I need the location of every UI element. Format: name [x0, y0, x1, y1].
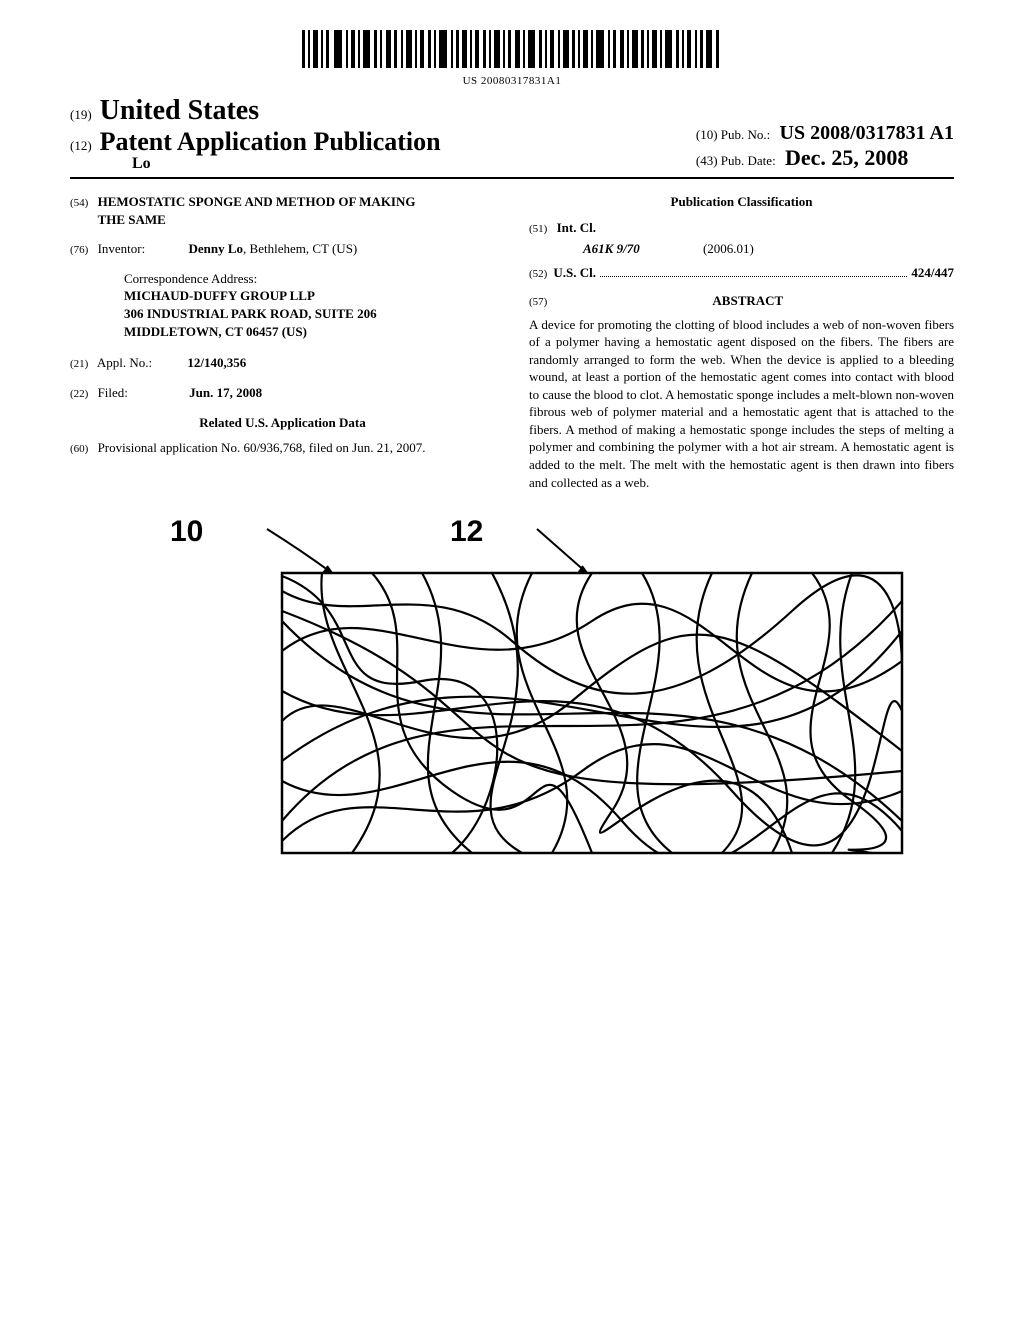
uscl-value: 424/447	[911, 264, 954, 282]
pub-class-header: Publication Classification	[529, 193, 954, 211]
right-column: Publication Classification (51) Int. Cl.…	[529, 193, 954, 491]
inventor-loc: , Bethlehem, CT (US)	[243, 241, 357, 256]
filed-row: (22) Filed: Jun. 17, 2008	[70, 384, 495, 402]
invention-title: HEMOSTATIC SPONGE AND METHOD OF MAKING T…	[98, 193, 438, 228]
inventor-row: (76) Inventor: Denny Lo, Bethlehem, CT (…	[70, 240, 495, 258]
barcode-block: US 20080317831A1	[70, 30, 954, 87]
barcode-icon	[302, 30, 722, 68]
barcode-doc-number: US 20080317831A1	[70, 75, 954, 87]
figure-1: 10 12	[70, 521, 954, 861]
applno-code: (21)	[70, 358, 88, 370]
abstract-text: A device for promoting the clotting of b…	[529, 316, 954, 491]
intcl-value-row: A61K 9/70 (2006.01)	[583, 240, 954, 258]
pubno: US 2008/0317831 A1	[780, 122, 954, 144]
abstract-label: ABSTRACT	[557, 292, 940, 310]
fiber-web-diagram	[172, 521, 912, 861]
author-line: Lo	[132, 155, 441, 173]
applno-row: (21) Appl. No.: 12/140,356	[70, 354, 495, 372]
intcl-label: Int. Cl.	[557, 220, 596, 235]
inventor-name: Denny Lo	[188, 241, 243, 256]
pubno-label: Pub. No.:	[721, 127, 770, 142]
applno: 12/140,356	[187, 355, 246, 370]
biblio-columns: (54) HEMOSTATIC SPONGE AND METHOD OF MAK…	[70, 193, 954, 491]
pubdate-code: (43)	[696, 153, 718, 168]
corr-label: Correspondence Address:	[124, 270, 495, 288]
left-column: (54) HEMOSTATIC SPONGE AND METHOD OF MAK…	[70, 193, 495, 491]
abstract-header-row: (57) ABSTRACT	[529, 292, 954, 310]
prov-text: Provisional application No. 60/936,768, …	[98, 439, 438, 457]
header-right: (10) Pub. No.: US 2008/0317831 A1 (43) P…	[696, 122, 954, 173]
corr-line1: MICHAUD-DUFFY GROUP LLP	[124, 288, 315, 303]
inventor-label: Inventor:	[98, 241, 146, 256]
applno-label: Appl. No.:	[97, 355, 152, 370]
provisional-row: (60) Provisional application No. 60/936,…	[70, 439, 495, 457]
corr-line3: MIDDLETOWN, CT 06457 (US)	[124, 324, 307, 339]
abstract-code: (57)	[529, 296, 547, 308]
uscl-row: (52) U.S. Cl. 424/447	[529, 264, 954, 282]
country-name: United States	[100, 95, 259, 126]
dotted-leader	[600, 275, 907, 277]
intcl-date: (2006.01)	[703, 241, 754, 256]
intcl-class: A61K 9/70	[583, 241, 640, 256]
header-row: (19) United States (12) Patent Applicati…	[70, 95, 954, 179]
inventor-code: (76)	[70, 244, 88, 256]
header-left: (19) United States (12) Patent Applicati…	[70, 95, 441, 173]
pubdate-label: Pub. Date:	[721, 153, 776, 168]
filed: Jun. 17, 2008	[189, 385, 262, 400]
pub-type-code: (12)	[70, 138, 92, 153]
fig-label-12: 12	[450, 515, 483, 549]
uscl-code: (52)	[529, 267, 547, 282]
fig-label-10: 10	[170, 515, 203, 549]
related-header: Related U.S. Application Data	[70, 414, 495, 432]
filed-label: Filed:	[98, 385, 128, 400]
pub-type: Patent Application Publication	[100, 127, 441, 156]
corr-line2: 306 INDUSTRIAL PARK ROAD, SUITE 206	[124, 306, 377, 321]
pubno-code: (10)	[696, 127, 718, 142]
country-code: (19)	[70, 107, 92, 122]
title-row: (54) HEMOSTATIC SPONGE AND METHOD OF MAK…	[70, 193, 495, 228]
uscl-label: U.S. Cl.	[553, 264, 596, 282]
prov-code: (60)	[70, 443, 88, 455]
correspondence-block: Correspondence Address: MICHAUD-DUFFY GR…	[124, 270, 495, 340]
pubdate: Dec. 25, 2008	[785, 145, 908, 170]
intcl-code: (51)	[529, 223, 547, 235]
intcl-row: (51) Int. Cl.	[529, 219, 954, 237]
title-code: (54)	[70, 197, 88, 209]
filed-code: (22)	[70, 388, 88, 400]
